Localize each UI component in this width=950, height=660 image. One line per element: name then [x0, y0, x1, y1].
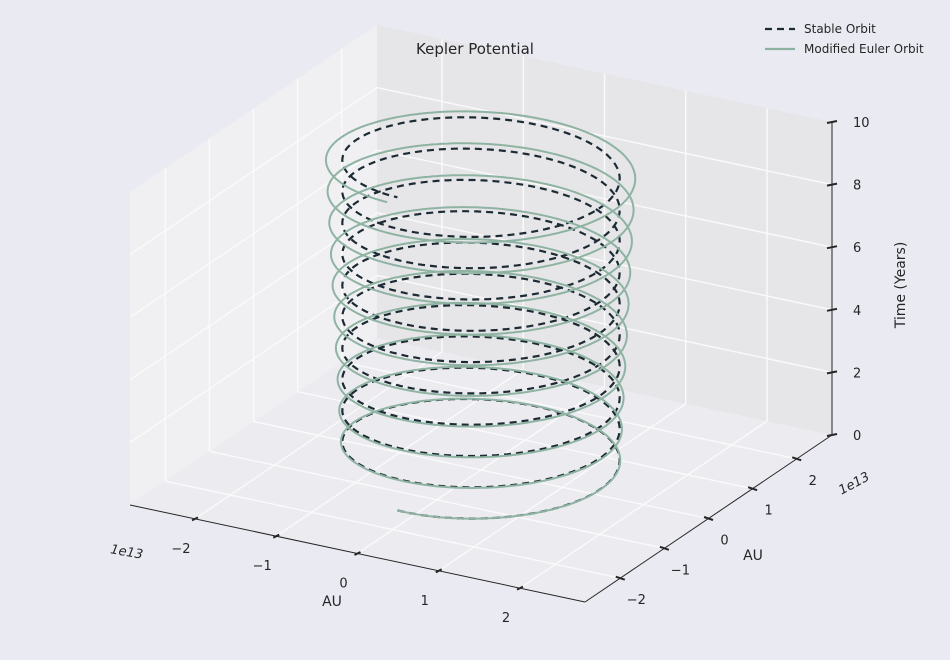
y-tick	[703, 516, 714, 521]
y-tick	[747, 486, 758, 492]
chart-title: Kepler Potential	[416, 40, 534, 58]
y-tick-label: 0	[720, 534, 728, 549]
grid-left-z	[129, 87, 378, 256]
z-tick	[826, 182, 838, 187]
x-tick-label: 0	[339, 577, 347, 592]
x-tick	[191, 516, 199, 522]
z-tick-label: 8	[853, 179, 861, 194]
z-tick-label: 2	[853, 366, 861, 381]
x-tick-label: 2	[502, 611, 510, 626]
grid-left-z	[129, 274, 378, 443]
y-tick	[791, 456, 802, 462]
x-offset-label: 1e13	[109, 542, 144, 562]
z-tick	[826, 433, 838, 437]
x-tick	[516, 585, 524, 591]
z-tick-label: 6	[853, 241, 861, 256]
z-tick	[826, 370, 838, 375]
z-axis-label: Time (Years)	[893, 242, 909, 330]
grid-floor-y	[165, 480, 621, 579]
x-tick	[435, 568, 443, 574]
x-tick-label: 1	[421, 594, 429, 609]
grid-back-z	[376, 149, 833, 248]
z-tick	[826, 307, 838, 312]
z-tick	[826, 245, 838, 250]
x-tick-label: −2	[171, 542, 190, 557]
y-tick-label: 2	[809, 474, 817, 489]
legend: Stable Orbit Modified Euler Orbit	[765, 22, 924, 56]
x-axis-label: AU	[322, 594, 342, 610]
y-tick	[615, 575, 626, 581]
orbit-series	[324, 110, 637, 520]
grid-floor-y	[253, 420, 709, 520]
grid-lines	[129, 38, 833, 589]
legend-stable-label: Stable Orbit	[804, 22, 876, 36]
x-tick-label: −1	[253, 559, 272, 574]
x-tick	[272, 533, 280, 539]
grid-back-z	[376, 212, 833, 311]
z-tick-label: 4	[853, 304, 861, 319]
grid-back-z	[376, 274, 833, 374]
y-tick	[659, 545, 670, 551]
y-tick-label: 1	[764, 504, 772, 519]
y-axis-label: AU	[743, 548, 763, 564]
grid-back-z	[376, 86, 833, 186]
z-tick-label: 0	[853, 429, 861, 444]
series-modified-euler-orbit	[324, 110, 637, 520]
tick-marks: −2 −1 0 1 2 −2 −1 0 1 2 0 2 4 6 8 10	[171, 116, 869, 626]
y-tick-label: −1	[671, 563, 690, 578]
x-tick	[354, 551, 361, 556]
z-tick-label: 10	[853, 116, 870, 131]
y-tick-label: −2	[627, 593, 646, 608]
legend-euler-label: Modified Euler Orbit	[804, 42, 924, 56]
z-tick	[826, 120, 838, 124]
grid-floor-y	[209, 450, 665, 550]
